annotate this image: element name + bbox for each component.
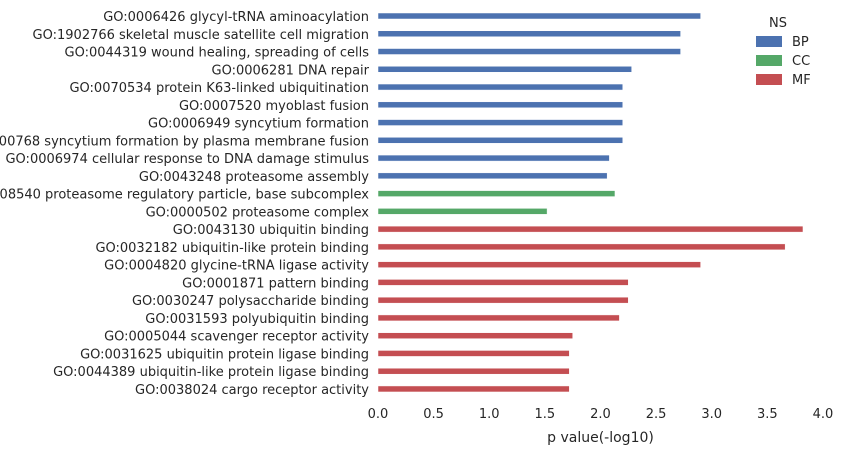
x-tick-label: 3.0 [701, 407, 722, 422]
bar-bp [377, 137, 623, 144]
category-label: GO:0044389 ubiquitin-like protein ligase… [53, 365, 369, 380]
bar-bp [377, 101, 623, 109]
bar-mf [377, 261, 701, 268]
x-tick-label: 2.0 [590, 407, 611, 422]
category-label: GO:0030247 polysaccharide binding [132, 294, 369, 309]
legend-label-mf: MF [792, 73, 811, 88]
bar-mf [377, 296, 629, 304]
x-tick-label: 1.0 [479, 407, 500, 422]
category-label: GO:0043248 proteasome assembly [139, 170, 369, 185]
bar-mf [377, 350, 570, 357]
bar-bp [377, 66, 632, 73]
category-label: GO:0006974 cellular response to DNA dama… [5, 152, 369, 167]
legend: NS BP CC MF [756, 16, 811, 88]
x-tick-label: 2.5 [646, 407, 667, 422]
bar-bp [377, 119, 623, 126]
category-label: GO:1902766 skeletal muscle satellite cel… [33, 28, 369, 43]
legend-label-cc: CC [792, 54, 810, 69]
category-label: GO:0044319 wound healing, spreading of c… [65, 46, 370, 61]
bar-bp [377, 83, 623, 91]
category-label: GO:0006949 syncytium formation [148, 117, 369, 132]
x-axis-ticks: 0.0 0.5 1.0 1.5 2.0 2.5 3.0 3.5 4.0 [368, 407, 834, 422]
category-label: GO:0038024 cargo receptor activity [135, 383, 369, 398]
bar-cc [377, 190, 616, 197]
category-label: GO:0000502 proteasome complex [146, 205, 370, 220]
x-tick-label: 0.5 [423, 407, 444, 422]
x-axis-label: p value(-log10) [547, 430, 654, 446]
bar-bp [377, 48, 681, 55]
category-label: GO:0008540 proteasome regulatory particl… [0, 188, 369, 203]
category-labels: GO:0006426 glycyl-tRNA aminoacylation GO:… [0, 10, 370, 398]
bar-bp [377, 172, 608, 180]
bar-mf [377, 243, 786, 251]
category-label: GO:0032182 ubiquitin-like protein bindin… [95, 241, 369, 256]
legend-swatch-cc [756, 55, 782, 66]
bar-mf [377, 314, 620, 322]
category-label: GO:0031593 polyubiquitin binding [145, 312, 369, 327]
legend-swatch-bp [756, 36, 782, 47]
category-label: GO:0004820 glycine-tRNA ligase activity [104, 259, 369, 274]
category-label: GO:0005044 scavenger receptor activity [104, 330, 369, 345]
bar-bp [377, 154, 610, 162]
category-label: GO:0070534 protein K63-linked ubiquitina… [69, 81, 369, 96]
bar-mf [377, 279, 629, 286]
legend-title: NS [769, 16, 787, 31]
category-label: GO:0006281 DNA repair [212, 63, 370, 78]
x-tick-label: 3.5 [757, 407, 778, 422]
x-tick-label: 4.0 [813, 407, 834, 422]
x-tick-label: 0.0 [368, 407, 389, 422]
category-label: GO:0006426 glycyl-tRNA aminoacylation [103, 10, 369, 25]
bar-mf [377, 367, 570, 375]
legend-swatch-mf [756, 74, 782, 85]
bar-mf [377, 225, 804, 233]
bar-mf [377, 332, 573, 339]
bar-cc [377, 208, 548, 215]
bar-bp [377, 30, 681, 38]
bar-mf [377, 385, 570, 393]
bars-group [377, 12, 804, 393]
category-label: GO:0043130 ubiquitin binding [173, 223, 369, 238]
category-label: GO:0031625 ubiquitin protein ligase bind… [80, 347, 369, 362]
x-tick-label: 1.5 [535, 407, 556, 422]
category-label: GO:0007520 myoblast fusion [179, 99, 369, 114]
category-label: GO:0001871 pattern binding [182, 276, 369, 291]
legend-label-bp: BP [792, 35, 809, 50]
category-label: GO:0000768 syncytium formation by plasma… [0, 134, 369, 149]
bar-bp [377, 12, 701, 20]
